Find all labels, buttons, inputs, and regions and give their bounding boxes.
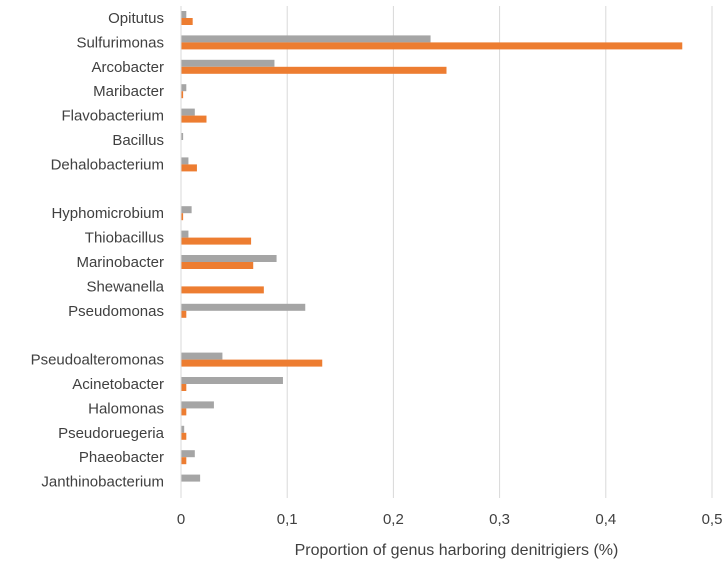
category-label: Hyphomicrobium — [51, 205, 164, 222]
bar-grey — [181, 84, 187, 92]
bar-orange — [181, 42, 683, 50]
bar-grey — [181, 255, 277, 262]
bar-orange — [181, 457, 187, 465]
category-label: Shewanella — [86, 278, 164, 295]
category-label: Janthinobacterium — [41, 474, 164, 491]
bar-orange — [181, 286, 264, 294]
category-label: Pseudoalteromonas — [31, 352, 164, 369]
bar-grey — [181, 206, 192, 214]
category-label: Halomonas — [88, 400, 164, 417]
bar-grey — [181, 108, 195, 116]
category-label: Pseudomonas — [68, 303, 164, 320]
category-label: Marinobacter — [76, 254, 164, 271]
category-label: Maribacter — [93, 83, 164, 100]
bar-grey — [181, 157, 189, 165]
x-tick-label: 0,2 — [383, 511, 404, 528]
bar-grey — [181, 352, 223, 360]
bar-grey — [181, 303, 306, 311]
bar-grey — [181, 401, 214, 409]
bar-orange — [181, 66, 447, 74]
bar-orange — [181, 384, 187, 391]
category-label: Thiobacillus — [85, 230, 164, 247]
bar-orange — [181, 408, 187, 416]
bar-grey — [181, 377, 283, 384]
bar-orange — [181, 262, 254, 269]
category-label: Dehalobacterium — [51, 156, 164, 173]
x-tick-label: 0,3 — [489, 511, 510, 528]
x-tick-label: 0 — [177, 511, 185, 528]
bar-grey — [181, 35, 431, 43]
bar-grey — [181, 425, 185, 433]
bar-grey — [181, 11, 187, 18]
x-tick-label: 0,5 — [702, 511, 723, 528]
bar-grey — [181, 474, 201, 482]
x-tick-labels: 0 0,1 0,2 0,3 0,4 0,5 — [177, 511, 723, 528]
x-tick-label: 0,1 — [277, 511, 298, 528]
bar-grey — [181, 59, 275, 67]
bar-orange — [181, 213, 184, 221]
category-labels: Opitutus Sulfurimonas Arcobacter Maribacter… — [31, 10, 165, 491]
category-label: Flavobacterium — [61, 108, 164, 125]
bar-orange — [181, 310, 187, 318]
bars — [181, 11, 683, 482]
bar-orange — [181, 164, 197, 172]
category-label: Acinetobacter — [72, 376, 164, 393]
bar-grey — [181, 450, 195, 458]
bar-grey — [181, 230, 189, 238]
category-label: Opitutus — [108, 10, 164, 27]
bar-orange — [181, 432, 187, 440]
category-label: Phaeobacter — [79, 449, 164, 466]
category-label: Bacillus — [112, 132, 164, 149]
category-label: Arcobacter — [91, 59, 164, 76]
bar-orange — [181, 18, 193, 25]
bar-orange — [181, 359, 323, 367]
gridlines — [286, 6, 713, 498]
category-label: Sulfurimonas — [76, 34, 164, 51]
x-axis-title: Proportion of genus harboring denitrigie… — [295, 542, 619, 559]
bar-orange — [181, 115, 207, 123]
bar-grey — [181, 133, 184, 140]
bar-orange — [181, 237, 252, 245]
bar-orange — [181, 91, 184, 99]
x-tick-label: 0,4 — [595, 511, 616, 528]
category-label: Pseudoruegeria — [58, 425, 165, 442]
